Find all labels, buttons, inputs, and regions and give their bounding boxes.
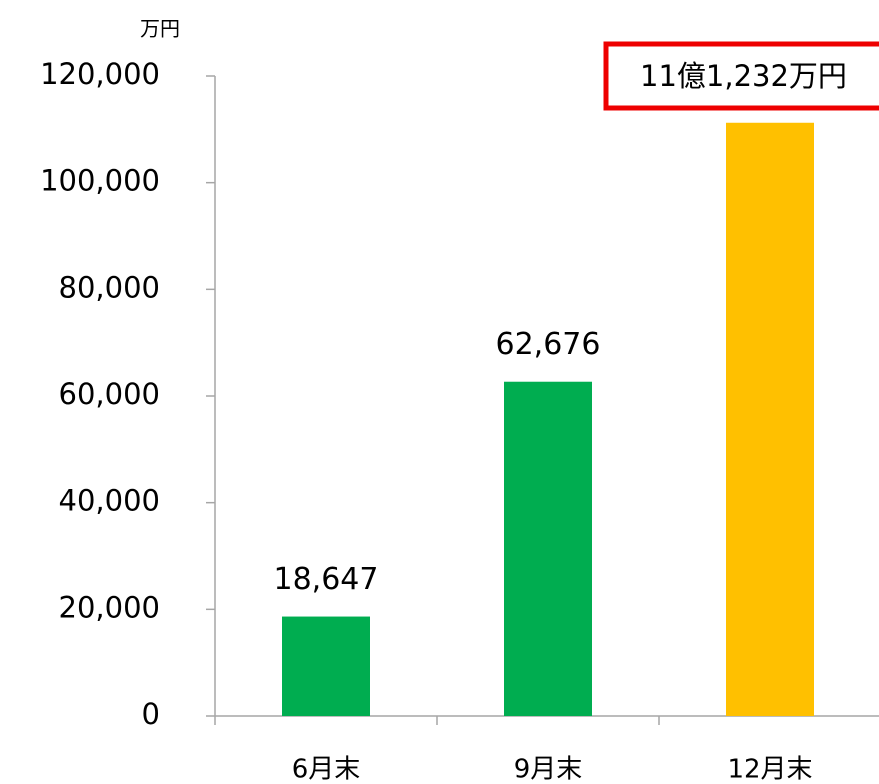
bar	[726, 122, 814, 716]
value-label: 18,647	[274, 562, 379, 597]
y-tick-label: 20,000	[59, 590, 160, 624]
y-tick-label: 120,000	[40, 57, 160, 91]
x-tick-label: 6月末	[292, 755, 361, 784]
y-tick-label: 40,000	[59, 484, 160, 518]
y-tick-label: 100,000	[40, 164, 160, 198]
highlight-box	[603, 41, 879, 111]
x-tick-label: 12月末	[727, 755, 812, 784]
value-label: 62,676	[496, 327, 601, 362]
x-tick-label: 9月末	[514, 755, 583, 784]
value-label: 11億1,232万円	[640, 59, 847, 93]
bar	[504, 381, 592, 716]
y-tick-label: 0	[142, 697, 160, 731]
bar	[282, 616, 370, 716]
y-tick-label: 60,000	[59, 377, 160, 411]
y-unit: 万円	[140, 17, 180, 41]
y-tick-label: 80,000	[59, 270, 160, 304]
